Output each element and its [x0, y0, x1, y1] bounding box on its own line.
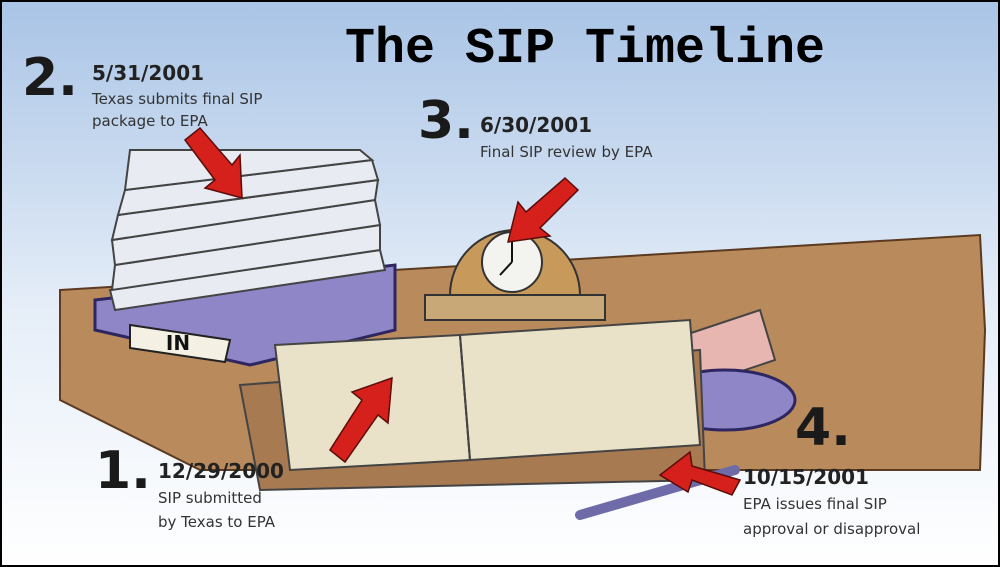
- step-description: approval or disapproval: [743, 520, 920, 538]
- step-number: 4.: [795, 398, 851, 458]
- step-description: Texas submits final SIP: [91, 90, 262, 108]
- step-description: EPA issues final SIP: [743, 495, 887, 513]
- step-description: SIP submitted: [158, 489, 262, 507]
- step-date: 6/30/2001: [480, 113, 592, 137]
- title: The SIP Timeline: [345, 21, 825, 78]
- step-date: 5/31/2001: [92, 61, 204, 85]
- tray-label: IN: [166, 331, 190, 355]
- step-description: Final SIP review by EPA: [480, 143, 653, 161]
- step-number: 1.: [95, 441, 151, 501]
- step-date: 10/15/2001: [743, 465, 869, 489]
- timeline-illustration: IN The SIP Timeline 2. 5/31/2001 Texas s…: [0, 0, 1000, 567]
- step-description: package to EPA: [92, 112, 208, 130]
- step-date: 12/29/2000: [158, 459, 284, 483]
- step-description: by Texas to EPA: [158, 513, 276, 531]
- step-number: 2.: [22, 48, 78, 108]
- step-number: 3.: [418, 91, 474, 151]
- book: [240, 320, 705, 490]
